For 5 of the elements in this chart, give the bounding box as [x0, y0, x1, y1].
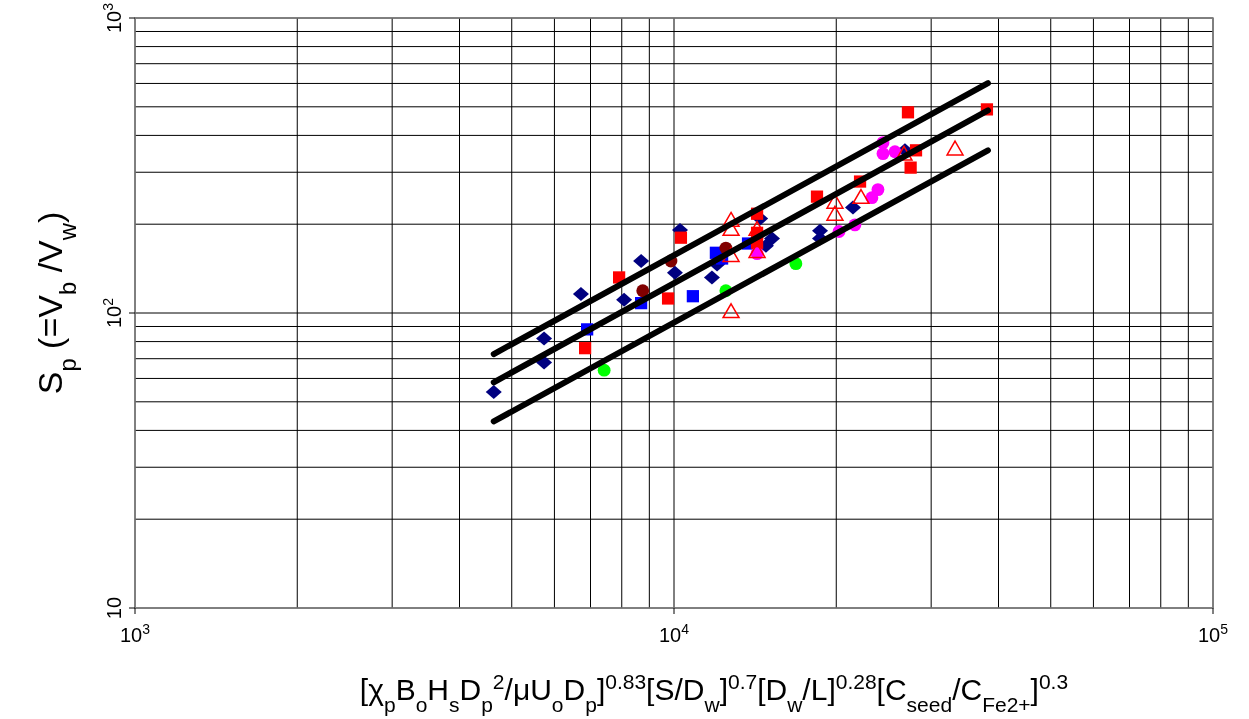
x-tick-label: 10$^{5}$	[1197, 621, 1229, 646]
x-tick-label: 10$^{4}$	[658, 621, 690, 646]
y-tick-label: 10	[103, 596, 125, 620]
x-tick-label: 10$^{3}$	[119, 621, 151, 646]
text: [χ$_{p}$B$_{o}$H$_{s}$D$_{p}$$^{2}$/μU$_{o}$D$_{p}$]$^{0.83}$[S/D$_{w}$]$^{0.7}$[D$_{w}$/L]$^{0.28}$[C$_{seed}$/C$_{Fe2+}$]$^{0.3}$	[359, 669, 1069, 716]
